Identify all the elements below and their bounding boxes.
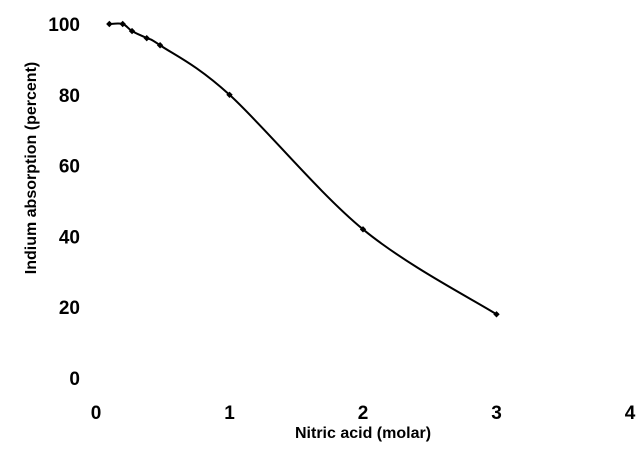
y-tick-label: 20 xyxy=(59,298,80,319)
x-tick-label: 0 xyxy=(91,403,102,424)
x-axis-title: Nitric acid (molar) xyxy=(295,425,431,442)
series-line xyxy=(109,22,498,316)
data-point-marker xyxy=(128,27,136,35)
series-layer xyxy=(106,20,500,318)
y-tick-label: 60 xyxy=(59,157,80,178)
y-tick-label: 80 xyxy=(59,86,80,107)
data-point-marker xyxy=(359,226,367,233)
data-point-marker xyxy=(156,42,164,49)
data-point-marker xyxy=(119,20,126,28)
y-tick-label: 100 xyxy=(48,15,80,36)
x-tick-label: 3 xyxy=(491,403,502,424)
x-tick-label: 2 xyxy=(358,403,369,424)
x-tick-label: 1 xyxy=(224,403,235,424)
y-tick-label: 40 xyxy=(59,227,80,248)
data-point-marker xyxy=(106,20,113,28)
data-point-marker xyxy=(493,311,500,318)
y-tick-label: 0 xyxy=(69,369,80,390)
y-axis-title: Indium absorption (percent) xyxy=(23,62,40,274)
x-tick-label: 4 xyxy=(625,403,636,424)
data-point-marker xyxy=(143,34,150,42)
data-point-marker xyxy=(226,91,233,98)
